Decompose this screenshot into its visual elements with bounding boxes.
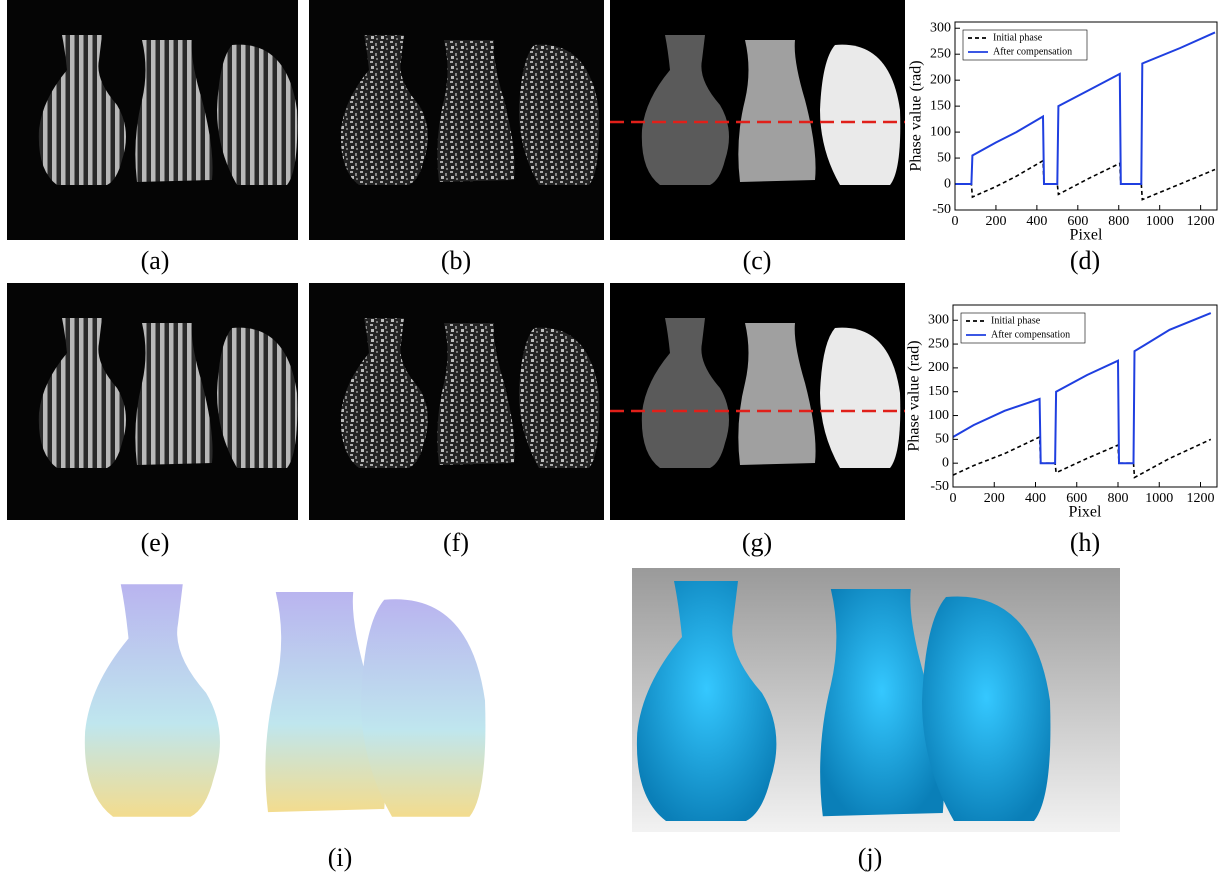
x-tick-label: 0 xyxy=(950,491,957,506)
panel-label: (f) xyxy=(443,528,469,557)
image-a xyxy=(7,0,298,240)
legend-label: Initial phase xyxy=(991,315,1041,326)
x-tick-label: 200 xyxy=(984,491,1005,506)
y-axis-label: Phase value (rad) xyxy=(906,340,923,451)
y-tick-label: 250 xyxy=(930,46,951,61)
y-tick-label: 50 xyxy=(935,432,949,447)
image-j xyxy=(632,568,1120,832)
legend-label: Initial phase xyxy=(993,32,1043,43)
y-tick-label: 150 xyxy=(930,98,951,113)
y-tick-label: 300 xyxy=(930,20,951,35)
image-b xyxy=(309,0,604,240)
y-tick-label: 200 xyxy=(928,360,949,375)
panel-label: (b) xyxy=(441,246,471,275)
image-e xyxy=(7,283,298,520)
y-tick-label: -50 xyxy=(932,202,951,217)
x-tick-label: 200 xyxy=(985,214,1006,229)
y-tick-label: 300 xyxy=(928,312,949,327)
image-i xyxy=(85,584,486,817)
y-tick-label: 150 xyxy=(928,384,949,399)
panel-label: (a) xyxy=(141,246,170,275)
x-axis-label: Pixel xyxy=(1070,227,1103,244)
x-tick-label: 0 xyxy=(952,214,959,229)
image-g xyxy=(610,283,905,520)
panel-label: (i) xyxy=(328,843,353,872)
x-tick-label: 400 xyxy=(1026,214,1047,229)
y-tick-label: 0 xyxy=(942,455,949,470)
x-tick-label: 800 xyxy=(1108,214,1129,229)
panel-label: (j) xyxy=(858,843,883,872)
y-tick-label: 250 xyxy=(928,336,949,351)
panel-label: (c) xyxy=(743,246,772,275)
figure: (a) (b) (c) (d) (e) (f) (g) (h) (i) (j) … xyxy=(0,0,1223,886)
image-f xyxy=(309,283,604,520)
x-tick-label: 1000 xyxy=(1146,214,1174,229)
panel-label: (d) xyxy=(1070,246,1100,275)
y-tick-label: 0 xyxy=(944,176,951,191)
panel-label: (h) xyxy=(1070,528,1100,557)
x-tick-label: 1000 xyxy=(1145,491,1173,506)
y-tick-label: 100 xyxy=(930,124,951,139)
legend-label: After compensation xyxy=(991,329,1070,340)
panel-label: (e) xyxy=(141,528,170,557)
x-tick-label: 1200 xyxy=(1187,214,1215,229)
y-tick-label: -50 xyxy=(930,479,949,494)
y-tick-label: 100 xyxy=(928,408,949,423)
image-c xyxy=(610,0,905,240)
y-axis-label: Phase value (rad) xyxy=(908,60,925,171)
x-tick-label: 400 xyxy=(1025,491,1046,506)
page: (a) (b) (c) (d) (e) (f) (g) (h) (i) (j) … xyxy=(0,0,1223,886)
x-axis-label: Pixel xyxy=(1069,504,1102,521)
series-line xyxy=(955,161,1215,200)
y-tick-label: 50 xyxy=(937,150,951,165)
y-tick-label: 200 xyxy=(930,72,951,87)
x-tick-label: 1200 xyxy=(1187,491,1215,506)
panel-label: (g) xyxy=(742,528,772,557)
x-tick-label: 800 xyxy=(1108,491,1129,506)
series-line xyxy=(953,437,1211,478)
legend-label: After compensation xyxy=(993,46,1072,57)
